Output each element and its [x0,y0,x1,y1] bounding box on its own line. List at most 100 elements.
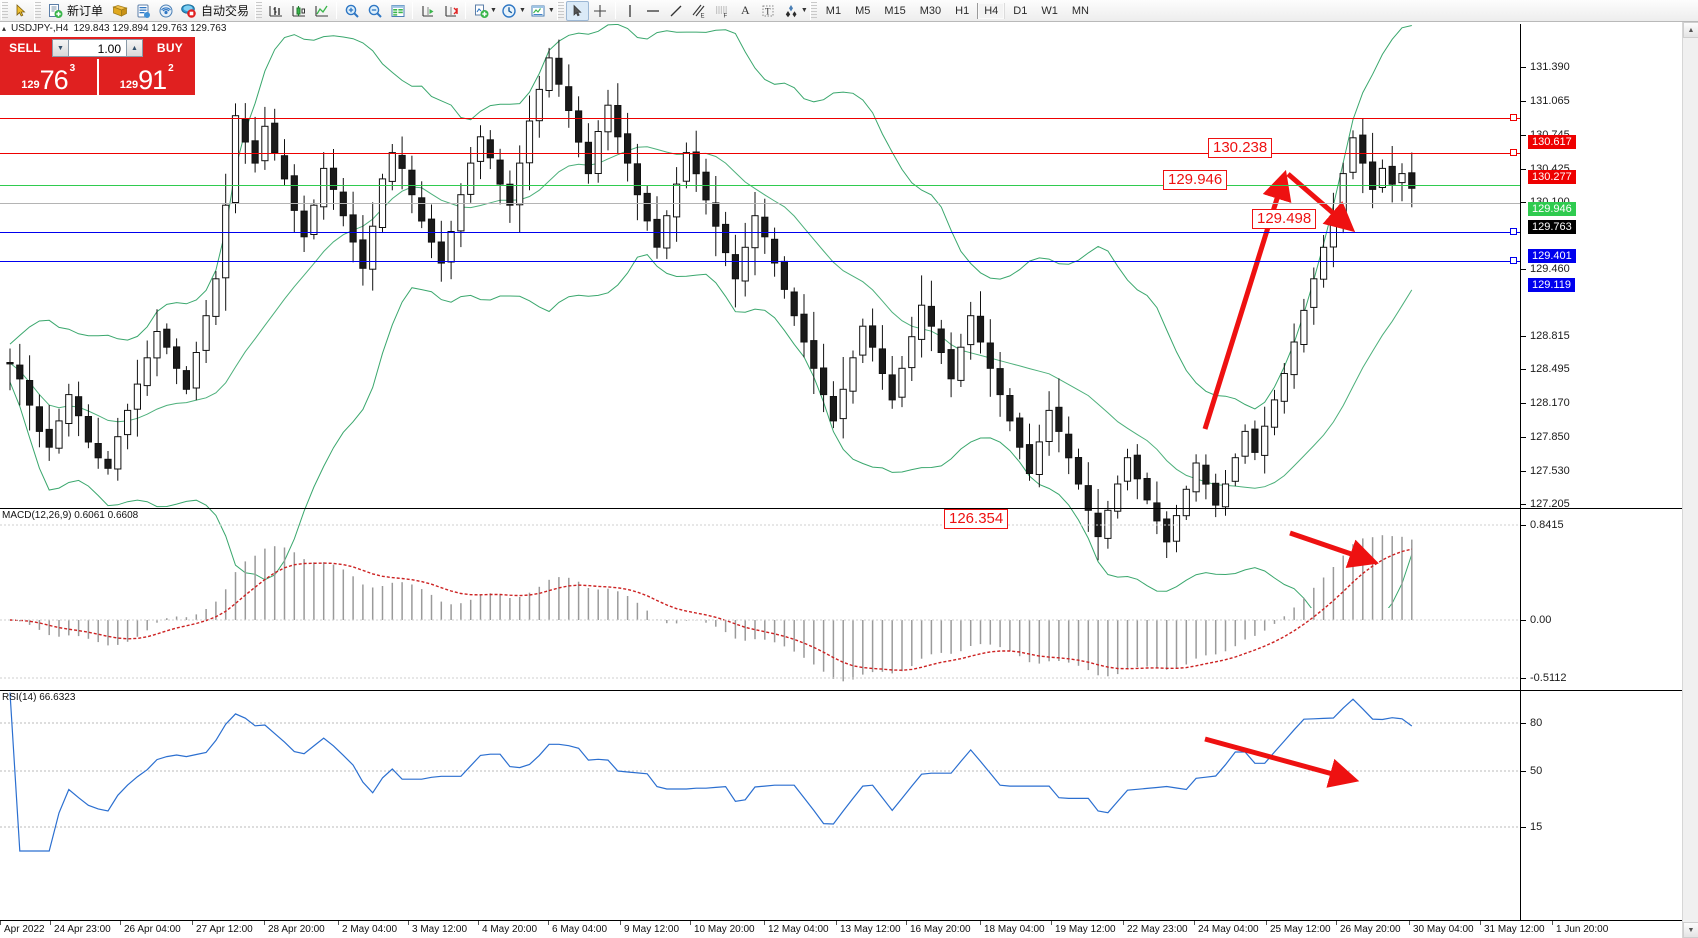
vertical-scrollbar[interactable]: ▲ ▼ [1682,22,1698,938]
price-level-pill[interactable]: 129.946 [1528,202,1576,216]
scroll-up-button[interactable]: ▲ [1683,22,1698,38]
horizontal-level-line[interactable] [0,153,1520,154]
sell-button[interactable]: SELL [0,37,50,59]
rsi-plot[interactable] [0,691,1520,920]
trendline-icon[interactable] [665,1,688,21]
time-tick-label: 6 May 04:00 [552,924,608,935]
timeframe-mn[interactable]: MN [1071,4,1089,17]
price-level-pill[interactable]: 129.763 [1528,220,1576,234]
time-tick [0,921,1,925]
timeframe-m30[interactable]: M30 [919,4,942,17]
rsi-tick [1521,723,1526,724]
data-window-icon[interactable] [386,1,409,21]
level-handle[interactable] [1510,114,1517,121]
vertical-line-icon[interactable] [619,1,642,21]
timeframe-h1[interactable]: H1 [955,4,970,17]
buy-button[interactable]: BUY [145,37,195,59]
price-level-pill[interactable]: 130.617 [1528,135,1576,149]
timeframe-m5[interactable]: M5 [855,4,871,17]
macd-tick-label: -0.5112 [1530,672,1567,684]
buy-price-fraction: 2 [168,63,174,74]
time-tick-label: 18 May 04:00 [984,924,1045,935]
buy-price[interactable]: 129 91 2 [96,59,195,95]
autotrading-icon[interactable] [177,1,200,21]
text-label-icon[interactable]: T [757,1,780,21]
equidistant-channel-icon[interactable]: E [688,1,711,21]
sell-price-big: 76 [39,65,69,95]
period-icon[interactable] [498,1,521,21]
sell-price[interactable]: 129 76 3 [0,59,97,95]
macd-pane[interactable]: MACD(12,26,9) 0.6061 0.6608 0.8415 0.00 -0… [0,508,1698,690]
profiles-icon[interactable] [131,1,154,21]
time-tick [1552,921,1553,925]
autotrading-label[interactable]: 自动交易 [201,4,250,18]
text-icon[interactable]: A [741,3,750,17]
timeframe-m15[interactable]: M15 [884,4,906,17]
volume-increment-button[interactable]: ▲ [126,39,143,57]
chevron-down-icon-2[interactable]: ▼ [518,7,526,14]
toolbar-grip-4[interactable] [556,1,564,20]
market-watch-icon[interactable] [154,1,177,21]
time-tick [478,921,479,925]
volume-decrement-button[interactable]: ▼ [52,39,69,57]
time-tick [1123,921,1124,925]
toolbar-grip-3[interactable] [255,1,263,20]
zoom-out-icon[interactable] [363,1,386,21]
volume-stepper[interactable]: ▼ 1.00 ▲ [50,37,145,59]
timeframe-d1[interactable]: D1 [1013,4,1028,17]
price-plot[interactable] [0,24,1520,608]
arrow-cursor-icon[interactable] [565,0,589,21]
chevron-down-icon-4[interactable]: ▼ [800,7,808,14]
horizontal-level-line[interactable] [0,203,1520,204]
zoom-in-icon[interactable] [340,1,363,21]
folder-icon[interactable] [108,1,131,21]
new-order-icon[interactable] [43,1,66,21]
cursor-icon[interactable] [10,1,33,21]
horizontal-line-icon[interactable] [642,1,665,21]
horizontal-level-line[interactable] [0,118,1520,119]
toolbar-grip-5[interactable] [809,1,817,20]
price-level-pill[interactable]: 129.119 [1528,278,1575,292]
macd-tick [1521,678,1526,679]
shift-end-icon[interactable] [416,1,439,21]
rsi-axis[interactable]: 80 50 15 [1520,691,1698,920]
price-level-pill[interactable]: 130.277 [1528,170,1576,184]
macd-plot[interactable] [0,509,1520,690]
volume-input[interactable]: 1.00 [69,39,126,57]
level-handle[interactable] [1510,149,1517,156]
time-axis[interactable]: Apr 2022 24 Apr 23:00 26 Apr 04:00 27 Apr 1… [0,920,1698,938]
chevron-down-icon[interactable]: ▼ [490,7,497,14]
price-level-pill[interactable]: 129.401 [1528,249,1576,263]
indicators-icon[interactable] [469,1,492,21]
fibonacci-icon[interactable]: F [711,1,734,21]
macd-tick [1521,620,1526,621]
macd-series [0,524,1520,682]
templates-icon[interactable] [527,1,550,21]
level-handle[interactable] [1510,257,1517,264]
one-click-trading-panel[interactable]: SELL ▼ 1.00 ▲ BUY 129 76 3 129 91 2 [0,37,195,95]
scroll-down-button[interactable]: ▼ [1683,922,1698,938]
price-tick-label: 128.170 [1530,397,1570,409]
horizontal-level-line[interactable] [0,232,1520,233]
level-handle[interactable] [1510,228,1517,235]
macd-axis[interactable]: 0.8415 0.00 -0.5112 [1520,509,1698,690]
chevron-down-icon-3[interactable]: ▼ [547,7,555,14]
auto-scroll-icon[interactable] [439,1,462,21]
horizontal-level-line[interactable] [0,261,1520,262]
objects-icon[interactable] [780,1,803,21]
timeframe-h4[interactable]: H4 [977,2,1006,19]
candlestick-chart-icon[interactable] [287,1,310,21]
toolbar-grip-2[interactable] [34,1,41,20]
rsi-pane[interactable]: RSI(14) 66.6323 80 50 15 [0,690,1698,920]
time-tick-label: 12 May 04:00 [768,924,829,935]
line-chart-icon[interactable] [310,1,333,21]
toolbar-grip[interactable] [1,1,8,20]
bar-chart-icon[interactable] [264,1,287,21]
macd-label: MACD(12,26,9) 0.6061 0.6608 [2,510,139,521]
horizontal-level-line[interactable] [0,185,1520,186]
timeframe-w1[interactable]: W1 [1041,4,1058,17]
chart-area[interactable]: 131.390131.065130.745130.425130.100129.4… [0,24,1698,920]
new-order-label[interactable]: 新订单 [67,4,104,18]
timeframe-m1[interactable]: M1 [825,4,842,17]
crosshair-icon[interactable] [589,1,612,21]
